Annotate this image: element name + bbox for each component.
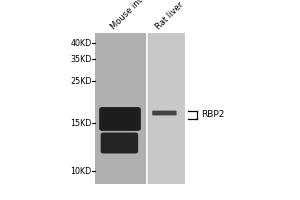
Text: 40KD: 40KD	[70, 38, 92, 47]
FancyBboxPatch shape	[101, 132, 138, 154]
Text: 10KD: 10KD	[70, 166, 92, 176]
Text: 25KD: 25KD	[70, 76, 92, 86]
FancyBboxPatch shape	[152, 111, 176, 115]
Text: 15KD: 15KD	[70, 118, 92, 128]
FancyBboxPatch shape	[99, 107, 141, 131]
Bar	[148, 33, 184, 184]
Text: Rat liver: Rat liver	[154, 0, 185, 31]
Text: Mouse intestine: Mouse intestine	[109, 0, 163, 31]
Text: RBP2: RBP2	[201, 110, 224, 119]
Bar	[94, 33, 184, 184]
Bar	[94, 33, 146, 184]
Text: 35KD: 35KD	[70, 54, 92, 64]
